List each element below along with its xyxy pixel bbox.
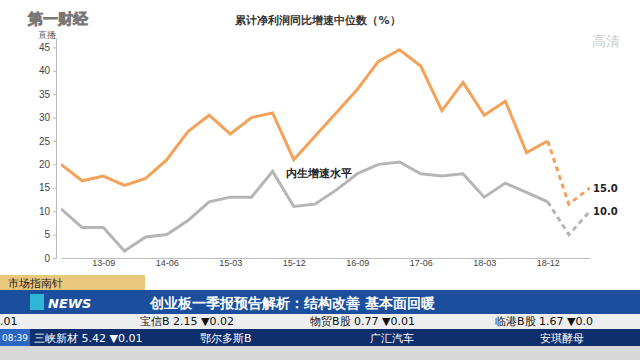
ticker-row-2 xyxy=(0,329,640,346)
live-mark: 直播 xyxy=(38,30,56,40)
x-tick: 18-12 xyxy=(537,258,560,268)
y-tick-label: 25 xyxy=(39,136,51,147)
y-tick-label: 20 xyxy=(39,159,51,170)
series-line xyxy=(548,202,590,235)
data-label: 10.0 xyxy=(593,206,618,217)
y-tick-mark xyxy=(53,258,56,259)
news-logo: NEWS xyxy=(48,296,91,311)
y-tick-mark xyxy=(53,71,56,72)
y-tick-mark xyxy=(53,188,56,189)
y-axis: 0 5 10 15 20 25 30 35 40 45 xyxy=(39,39,57,264)
y-tick: 40 xyxy=(39,65,56,76)
chart-title: 累计净利润同比增速中位数（%） xyxy=(234,14,400,27)
x-axis: 13-09 14-06 15-03 15-12 16-09 17-06 18-03 18-12 xyxy=(62,258,591,268)
x-tick-label: 17-06 xyxy=(410,258,433,268)
background xyxy=(0,0,640,360)
ticker-item: 物贸B股 0.77 ▼0.01 xyxy=(310,315,415,328)
x-tick: 16-09 xyxy=(346,258,369,268)
x-tick: 15-12 xyxy=(283,258,306,268)
news-logo-box xyxy=(30,294,44,310)
y-tick-label: 35 xyxy=(39,89,51,100)
y-tick-label: 30 xyxy=(39,112,51,123)
ticker-row-1 xyxy=(0,314,640,329)
x-tick-label: 15-03 xyxy=(219,258,242,268)
y-tick: 30 xyxy=(39,112,56,123)
y-tick-mark xyxy=(53,235,56,236)
y-tick-label: 40 xyxy=(39,65,51,76)
y-tick: 25 xyxy=(39,136,56,147)
y-axis-line xyxy=(53,39,57,259)
ticker-item: 广汇汽车 xyxy=(370,332,414,345)
y-tick-label: 0 xyxy=(44,253,50,264)
x-tick: 17-06 xyxy=(410,258,433,268)
y-tick-mark xyxy=(53,141,56,142)
y-tick: 5 xyxy=(44,229,56,240)
x-tick: 14-06 xyxy=(156,258,179,268)
series-line xyxy=(61,162,548,251)
series-line xyxy=(548,141,590,204)
x-tick: 13-09 xyxy=(92,258,115,268)
series-line xyxy=(61,50,548,186)
y-tick: 45 xyxy=(39,42,56,53)
footer xyxy=(0,346,640,360)
y-tick-mark xyxy=(53,164,56,165)
x-tick-label: 18-12 xyxy=(537,258,560,268)
y-tick-mark xyxy=(53,118,56,119)
x-tick-label: 14-06 xyxy=(156,258,179,268)
y-tick: 20 xyxy=(39,159,56,170)
ticker-item: .01 xyxy=(0,315,18,328)
x-tick: 18-03 xyxy=(473,258,496,268)
channel-logo: 第一财经 xyxy=(27,10,89,28)
time-box xyxy=(0,329,30,346)
x-tick-label: 18-03 xyxy=(473,258,496,268)
series-annotation: 内生增速水平 xyxy=(286,167,352,180)
y-tick-mark xyxy=(53,211,56,212)
x-tick-label: 16-09 xyxy=(346,258,369,268)
headline-bar xyxy=(0,290,640,314)
plot-lines xyxy=(61,50,590,251)
ticker-item: 鄂尔多斯B xyxy=(200,332,252,345)
x-tick-label: 13-09 xyxy=(92,258,115,268)
ticker-item: 宝信B 2.15 ▼0.02 xyxy=(140,315,234,328)
y-tick-mark xyxy=(53,47,56,48)
headline: 创业板一季报预告解析：结构改善 基本面回暖 xyxy=(149,295,435,311)
hd-mark: 高清 xyxy=(592,33,620,49)
y-tick-label: 15 xyxy=(39,182,51,193)
y-tick: 15 xyxy=(39,182,56,193)
x-tick-label: 15-12 xyxy=(283,258,306,268)
y-tick-label: 10 xyxy=(39,206,51,217)
time: 08:39 xyxy=(2,333,28,343)
x-axis-line xyxy=(62,258,591,259)
y-tick: 0 xyxy=(44,253,56,264)
y-tick: 10 xyxy=(39,206,56,217)
y-tick-label: 45 xyxy=(39,42,51,53)
program-tab xyxy=(0,275,145,290)
screen: 累计净利润同比增速中位数（%） 0 5 10 15 20 25 30 35 40 45 13-09 14… xyxy=(0,0,640,360)
y-tick: 35 xyxy=(39,89,56,100)
annotations: 15.0 内生增速水平 10.0 xyxy=(286,167,618,218)
x-tick: 15-03 xyxy=(219,258,242,268)
program-name: 市场指南针 xyxy=(8,277,63,290)
ticker-item: 三峡新材 5.42 ▼0.01 xyxy=(34,332,142,345)
y-tick-label: 5 xyxy=(44,229,50,240)
ticker-item: 临港B股 1.67 ▼0.0 xyxy=(495,315,593,328)
ticker-item: 安琪酵母 xyxy=(540,332,584,345)
data-label: 15.0 xyxy=(593,183,618,194)
broadcast-overlay: 第一财经直播 高清市场指南针 NEWS 创业板一季报预告解析：结构改善 基本面回暖 .0… xyxy=(0,10,640,360)
y-tick-mark xyxy=(53,94,56,95)
